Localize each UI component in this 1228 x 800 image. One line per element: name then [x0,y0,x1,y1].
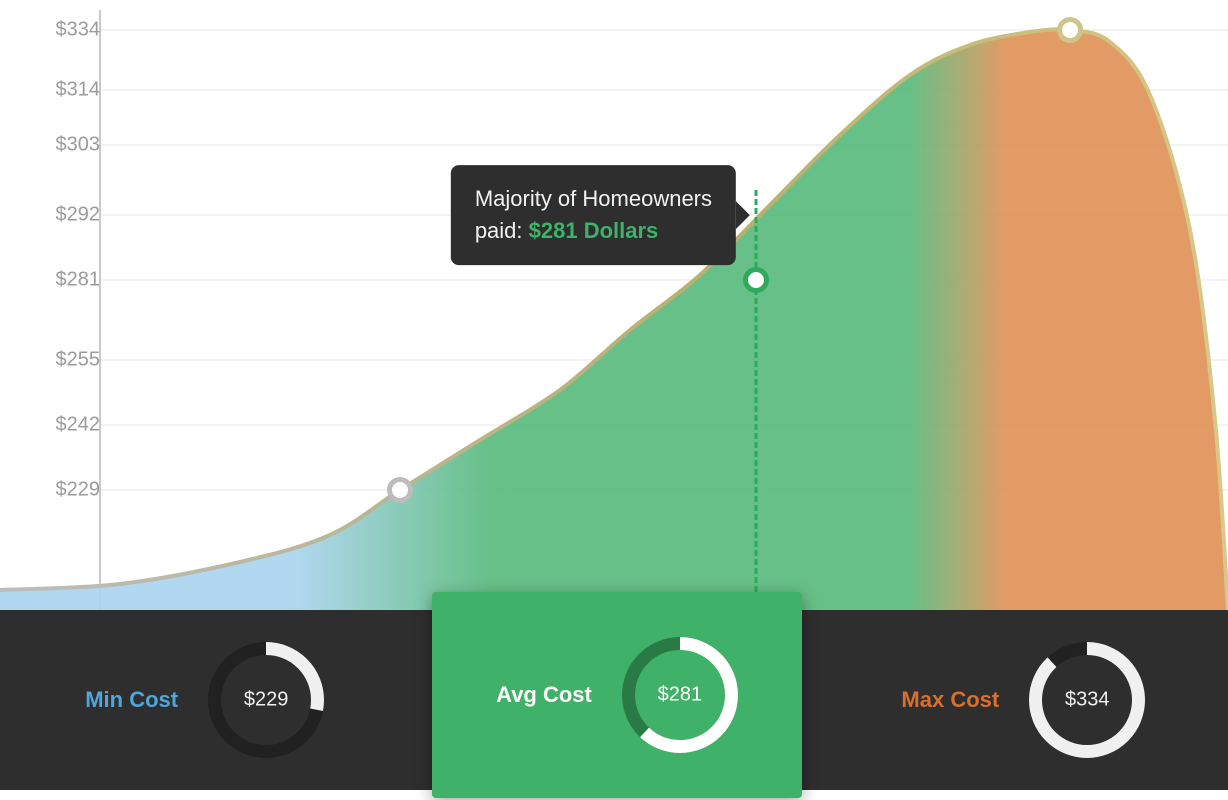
max-cost-cell: Max Cost $334 [819,610,1228,790]
avg-guide-line [755,190,758,610]
y-tick-label: $292 [0,204,100,227]
area-chart-svg [0,0,1228,610]
min-marker [387,477,413,503]
avg-cost-card: Avg Cost $281 [432,592,802,798]
y-tick-label: $303 [0,134,100,157]
max-cost-label: Max Cost [901,687,999,713]
tooltip-value: $281 Dollars [529,218,659,243]
y-tick-label: $255 [0,349,100,372]
avg-cost-label: Avg Cost [496,682,592,708]
avg-tooltip: Majority of Homeowners paid: $281 Dollar… [451,165,736,265]
tooltip-arrow-icon [736,201,750,229]
max-cost-donut: $334 [1029,642,1145,758]
peak-marker [1057,17,1083,43]
avg-cost-value: $281 [622,684,738,707]
y-tick-label: $242 [0,414,100,437]
max-cost-value: $334 [1029,689,1145,712]
chart-region: $334 $314 $303 $292 $281 $255 $242 $229 Majorit… [0,0,1228,610]
y-tick-label: $229 [0,479,100,502]
min-cost-label: Min Cost [85,687,178,713]
min-cost-cell: Min Cost $229 [0,610,409,790]
avg-marker [743,267,769,293]
min-cost-value: $229 [208,689,324,712]
y-tick-label: $334 [0,19,100,42]
y-tick-label: $281 [0,269,100,292]
avg-cost-donut: $281 [622,637,738,753]
cost-infographic: $334 $314 $303 $292 $281 $255 $242 $229 Majorit… [0,0,1228,800]
y-tick-label: $314 [0,79,100,102]
tooltip-line2: paid: $281 Dollars [475,215,712,247]
tooltip-prefix: paid: [475,218,529,243]
min-cost-donut: $229 [208,642,324,758]
tooltip-line1: Majority of Homeowners [475,183,712,215]
